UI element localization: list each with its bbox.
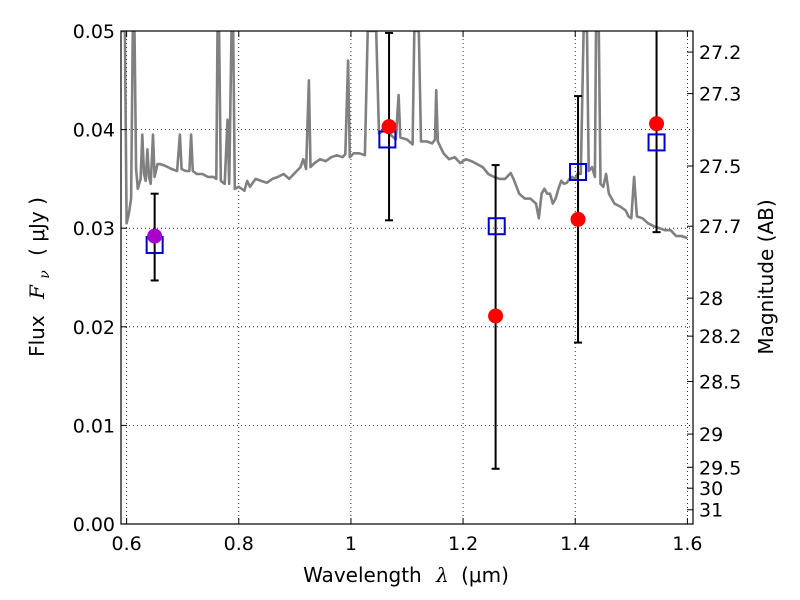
y2-tick-label: 30 [699,478,723,500]
x-axis-label-unit: (μm) [461,563,509,587]
observed-point [147,228,163,244]
y-axis-label-unit: ( μJy ) [25,197,49,256]
model-point [569,162,588,181]
y-axis-label-math-sub: ν [37,270,53,279]
x-tick-label: 1.2 [448,533,478,555]
model-point [487,217,506,236]
y2-tick-label: 31 [699,500,723,522]
x-tick-label: 1 [345,533,357,555]
x-axis-label-text: Wavelength [303,563,422,587]
observed-point [381,119,397,135]
x-tick-label: 1.6 [672,533,702,555]
observed-point [488,308,504,324]
y-tick-label: 0.03 [73,218,115,240]
observed-point [649,116,665,132]
y-axis-label-math: F [25,284,49,300]
y2-tick-label: 28.2 [699,326,741,348]
plot-frame [120,30,694,525]
ticks: 0.6 0.8 1 1.2 1.4 1.6 0.00 0.01 0.02 0.03 0.04 0.05… [73,21,742,555]
y2-tick-label: 27.5 [699,156,741,178]
y-axis-label: Flux F ν ( μJy ) [25,197,54,357]
y2-tick-label: 28.5 [699,371,741,393]
y2-tick-label: 27.7 [699,216,741,238]
x-tick-label: 0.8 [224,533,254,555]
y2-tick-label: 29 [699,424,723,446]
x-tick-label: 1.4 [560,533,590,555]
y-tick-label: 0.05 [73,21,115,43]
y-axis-label-text: Flux [25,315,49,357]
x-axis-label-math: λ [435,563,449,587]
y-tick-label: 0.00 [73,514,115,536]
x-tick-label: 0.6 [111,533,141,555]
y2-tick-label: 27.2 [699,42,741,64]
y2-tick-label: 29.5 [699,457,741,479]
y2-tick-label: 27.3 [699,84,741,106]
observed-point [570,211,586,227]
y2-tick-label: 28 [699,288,723,310]
y-tick-label: 0.04 [73,120,115,142]
series-layer [121,31,688,470]
y2-axis-label: Magnitude (AB) [754,199,778,354]
y-tick-label: 0.02 [73,317,115,339]
y-tick-label: 0.01 [73,415,115,437]
model-point [647,133,666,152]
x-axis-label: Wavelength λ (μm) [303,563,509,587]
